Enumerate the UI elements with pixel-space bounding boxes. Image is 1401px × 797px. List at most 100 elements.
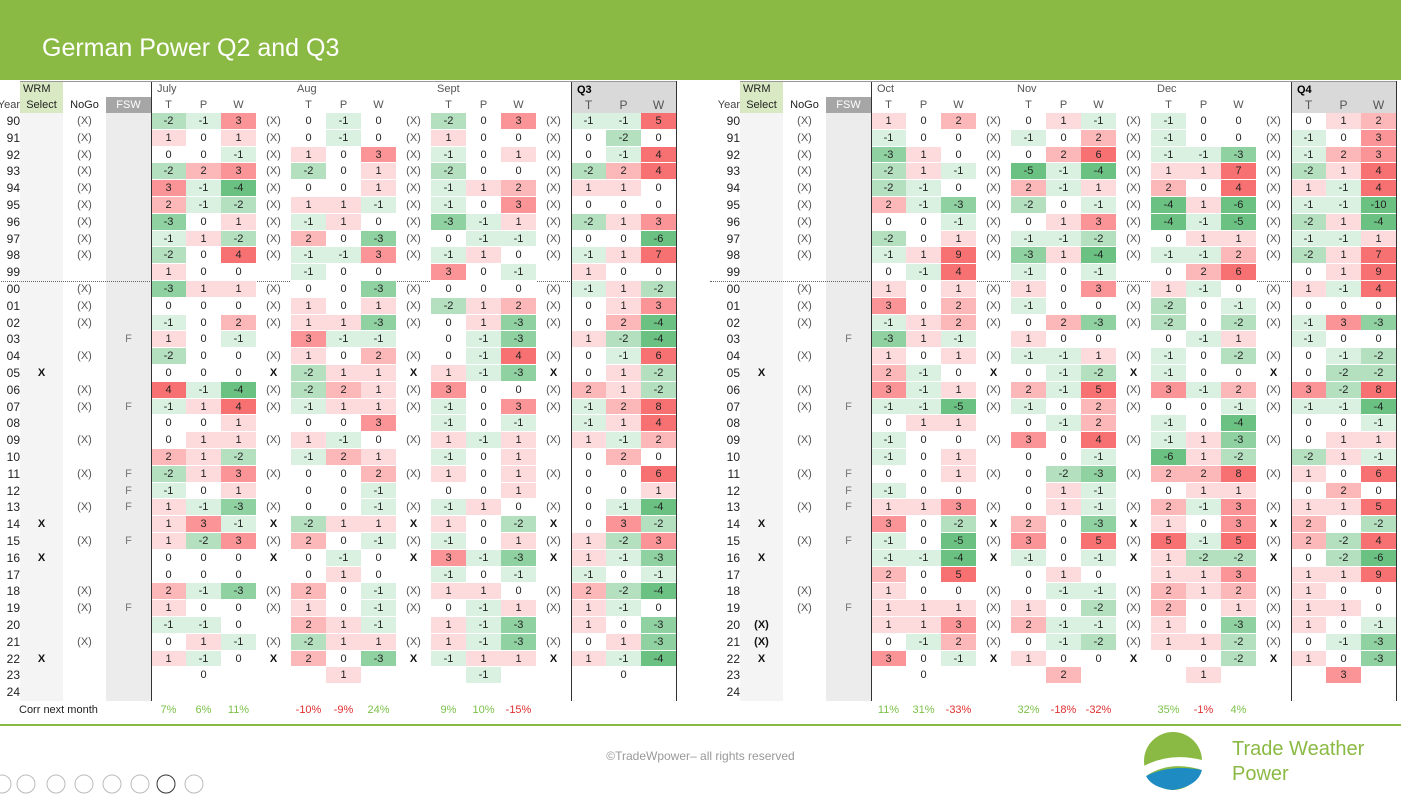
marker-cell: (X) [77, 535, 92, 547]
month-header: Q4 [1291, 81, 1396, 97]
value-cell: 2 [501, 180, 536, 197]
value-cell: 3 [871, 381, 906, 399]
value-cell: -2 [1081, 600, 1116, 617]
sub-header: P [1326, 97, 1361, 113]
value-cell: -5 [941, 398, 976, 416]
marker-cell: 09 [726, 433, 740, 448]
value-cell: -1 [1046, 415, 1081, 433]
marker-cell: 21 [726, 634, 740, 649]
value-cell: 3 [1221, 566, 1256, 584]
value-cell: 2 [1151, 499, 1186, 517]
marker-cell: (X) [77, 249, 92, 262]
value-cell: 1 [501, 600, 536, 617]
marker-cell: F [125, 400, 132, 413]
value-cell: 0 [291, 113, 326, 130]
value-cell: 2 [326, 449, 361, 466]
value-cell: 1 [1326, 566, 1361, 584]
value-cell: -1 [466, 617, 501, 634]
value-cell: 3 [431, 264, 466, 281]
marker-cell: (X) [797, 199, 812, 211]
value-cell: 1 [1326, 449, 1361, 466]
value-cell: 3 [431, 381, 466, 399]
marker-cell: (X) [406, 535, 421, 547]
title-bar [0, 0, 1401, 80]
value-cell: -1 [1011, 348, 1046, 365]
sub-header: T [165, 99, 172, 111]
marker-cell: (X) [1126, 199, 1141, 211]
value-cell: 1 [221, 482, 256, 500]
value-cell: 3 [186, 516, 221, 533]
value-cell: 0 [571, 482, 606, 500]
value-cell: 0 [1151, 230, 1186, 248]
value-cell: 1 [501, 146, 536, 164]
year-header: Year [0, 99, 20, 111]
marker-cell: 08 [726, 416, 740, 431]
value-cell: -2 [501, 516, 536, 533]
value-cell: -1 [1291, 331, 1326, 349]
value-cell: 0 [361, 432, 396, 449]
value-cell: -2 [606, 331, 641, 349]
toolbar [0, 774, 204, 794]
value-cell: 2 [186, 163, 221, 181]
value-cell: 1 [1011, 600, 1046, 617]
value-cell: -1 [326, 247, 361, 265]
corr-value: 11% [227, 704, 250, 716]
sub-header: T [1165, 99, 1172, 111]
value-cell: 0 [291, 566, 326, 584]
value-cell: 1 [906, 163, 941, 181]
marker-cell: (X) [1266, 602, 1281, 615]
value-cell: 0 [1326, 129, 1361, 147]
marker-cell: (X) [546, 602, 561, 615]
value-cell: 4 [641, 146, 676, 164]
value-cell: 1 [221, 281, 256, 298]
corr-value: 4% [1230, 704, 1247, 716]
marker-cell: (X) [266, 535, 281, 547]
marker-cell: X [269, 518, 278, 531]
value-cell: 2 [871, 197, 906, 214]
value-cell: 0 [906, 348, 941, 365]
value-cell: 1 [186, 398, 221, 416]
logo-text: Trade Weather [1232, 738, 1365, 760]
value-cell: 0 [906, 230, 941, 248]
value-cell: -4 [641, 583, 676, 601]
value-cell: -1 [1186, 499, 1221, 517]
marker-cell: (X) [266, 165, 281, 178]
marker-cell: X [1129, 367, 1138, 379]
value-cell: 1 [571, 650, 606, 668]
value-cell: -1 [1151, 113, 1186, 130]
value-cell: 1 [1326, 213, 1361, 231]
corr-value: -1% [1193, 704, 1214, 716]
value-cell: 1 [571, 617, 606, 634]
value-cell: -1 [1151, 247, 1186, 265]
marker-cell: X [549, 652, 558, 665]
marker-cell: (X) [986, 299, 1001, 312]
value-cell: 0 [186, 365, 221, 382]
marker-cell: F [125, 501, 132, 514]
value-cell: 4 [1361, 163, 1396, 181]
value-cell: 8 [1361, 381, 1396, 399]
value-cell: 0 [1151, 650, 1186, 668]
marker-cell: (X) [546, 383, 561, 396]
value-cell: 0 [1326, 650, 1361, 668]
value-cell: 0 [1011, 314, 1046, 332]
marker-cell: F [125, 535, 132, 547]
value-cell: -1 [1361, 449, 1396, 466]
value-cell: 0 [151, 633, 186, 651]
value-cell: 0 [1151, 264, 1186, 281]
value-cell: 1 [1186, 197, 1221, 214]
value-cell: 0 [291, 281, 326, 298]
value-cell: 0 [431, 230, 466, 248]
value-cell: 0 [326, 230, 361, 248]
logo-icon [1144, 732, 1202, 790]
value-cell: 3 [1326, 314, 1361, 332]
value-cell: -2 [1361, 516, 1396, 533]
marker-cell: X [1269, 367, 1278, 379]
value-cell: 1 [431, 365, 466, 382]
marker-cell: (X) [266, 400, 281, 413]
value-cell: -2 [1291, 163, 1326, 181]
value-cell: 2 [151, 197, 186, 214]
value-cell: -1 [606, 549, 641, 567]
value-cell: 4 [1361, 180, 1396, 197]
value-cell: 0 [1186, 600, 1221, 617]
value-cell: -5 [941, 533, 976, 550]
